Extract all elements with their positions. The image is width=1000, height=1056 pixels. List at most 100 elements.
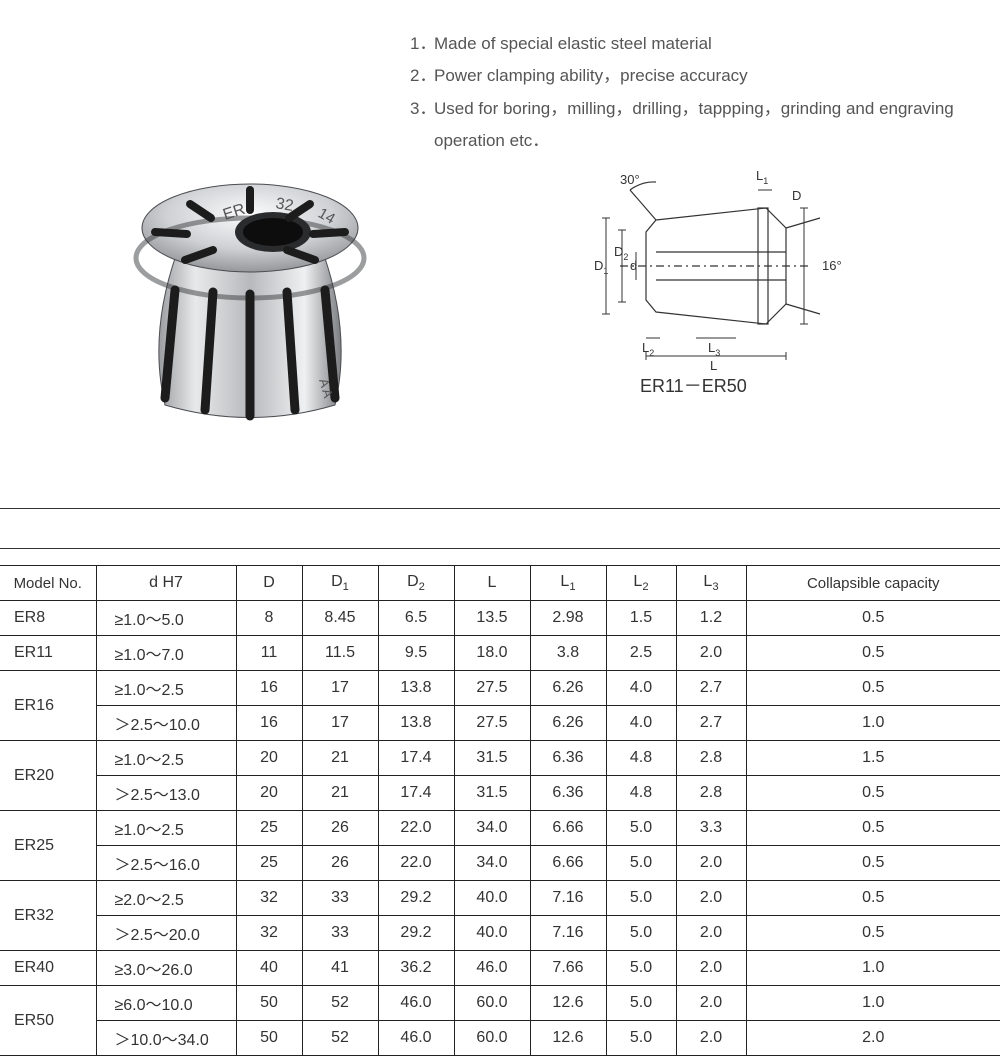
feature-text: Power clamping ability，precise accuracy [434,60,970,92]
feature-number: 2． [410,60,434,92]
data-cell: 2.8 [676,741,746,776]
data-cell: 36.2 [378,951,454,986]
data-cell: 25 [236,846,302,881]
data-cell: 5.0 [606,881,676,916]
data-cell: 6.66 [530,811,606,846]
dim-angle30: 30° [620,172,640,187]
data-cell: 2.0 [746,1021,1000,1056]
feature-row: 2． Power clamping ability，precise accura… [410,60,970,92]
data-cell: 5.0 [606,811,676,846]
data-cell: 2.7 [676,706,746,741]
dim-d2: D2 [614,244,628,262]
table-row: ER25≥1.0～2.5252622.034.06.665.03.30.5 [0,811,1000,846]
table-header-cell: Collapsible capacity [746,566,1000,601]
data-cell: 2.7 [676,671,746,706]
data-cell: 9.5 [378,636,454,671]
data-cell: 16 [236,706,302,741]
divider-top [0,508,1000,509]
table-row: ＞2.5～16.0252622.034.06.665.02.00.5 [0,846,1000,881]
spec-table: Model No.d H7DD1D2LL1L2L3Collapsible cap… [0,565,1000,1056]
collet-product-image: ER 32 14 A A [95,160,405,430]
data-cell: 7.66 [530,951,606,986]
table-header-cell: D [236,566,302,601]
data-cell: 4.0 [606,706,676,741]
dim-l: L [710,358,717,370]
dim-l1: L1 [756,168,768,186]
data-cell: 25 [236,811,302,846]
data-cell: 46.0 [378,1021,454,1056]
data-cell: ＞2.5～20.0 [96,916,236,951]
data-cell: 0.5 [746,636,1000,671]
data-cell: 13.8 [378,671,454,706]
model-cell: ER25 [0,811,96,881]
data-cell: 29.2 [378,881,454,916]
data-cell: 29.2 [378,916,454,951]
data-cell: 0.5 [746,846,1000,881]
data-cell: 40 [236,951,302,986]
table-header-cell: d H7 [96,566,236,601]
data-cell: 3.8 [530,636,606,671]
table-header-cell: Model No. [0,566,96,601]
data-cell: 2.0 [676,916,746,951]
table-header-cell: D1 [302,566,378,601]
data-cell: 46.0 [378,986,454,1021]
data-cell: 34.0 [454,811,530,846]
data-cell: 17 [302,671,378,706]
data-cell: 26 [302,811,378,846]
data-cell: 1.0 [746,951,1000,986]
data-cell: 6.66 [530,846,606,881]
data-cell: 2.0 [676,636,746,671]
data-cell: 6.36 [530,776,606,811]
data-cell: ≥1.0～2.5 [96,741,236,776]
data-cell: 4.0 [606,671,676,706]
data-cell: 40.0 [454,916,530,951]
model-cell: ER40 [0,951,96,986]
data-cell: 31.5 [454,776,530,811]
table-row: ER32≥2.0～2.5323329.240.07.165.02.00.5 [0,881,1000,916]
data-cell: 17.4 [378,776,454,811]
data-cell: 2.0 [676,846,746,881]
data-cell: 27.5 [454,671,530,706]
data-cell: 6.5 [378,601,454,636]
table-row: ER8≥1.0～5.088.456.513.52.981.51.20.5 [0,601,1000,636]
data-cell: 22.0 [378,811,454,846]
feature-row: 3． Used for boring，milling，drilling，tapp… [410,93,970,158]
data-cell: 21 [302,741,378,776]
table-row: ER20≥1.0～2.5202117.431.56.364.82.81.5 [0,741,1000,776]
model-cell: ER16 [0,671,96,741]
data-cell: 60.0 [454,1021,530,1056]
data-cell: ≥3.0～26.0 [96,951,236,986]
collet-mark-32: 32 [274,195,295,215]
data-cell: 4.8 [606,741,676,776]
data-cell: ≥1.0～7.0 [96,636,236,671]
data-cell: 18.0 [454,636,530,671]
model-cell: ER8 [0,601,96,636]
dim-angle16: 16° [822,258,842,273]
table-row: ER11≥1.0～7.01111.59.518.03.82.52.00.5 [0,636,1000,671]
data-cell: 40.0 [454,881,530,916]
data-cell: 50 [236,1021,302,1056]
data-cell: 52 [302,986,378,1021]
data-cell: 1.2 [676,601,746,636]
data-cell: 32 [236,881,302,916]
data-cell: 2.0 [676,951,746,986]
model-cell: ER50 [0,986,96,1056]
data-cell: ＞2.5～16.0 [96,846,236,881]
feature-text: Used for boring，milling，drilling，tapppin… [434,93,970,158]
data-cell: 4.8 [606,776,676,811]
data-cell: 8.45 [302,601,378,636]
data-cell: 13.8 [378,706,454,741]
page-root: 1． Made of special elastic steel materia… [0,0,1000,1000]
data-cell: 8 [236,601,302,636]
data-cell: 31.5 [454,741,530,776]
data-cell: 7.16 [530,881,606,916]
feature-number: 1． [410,28,434,60]
data-cell: 0.5 [746,811,1000,846]
divider-bottom [0,548,1000,549]
feature-text: Made of special elastic steel material [434,28,970,60]
data-cell: 17.4 [378,741,454,776]
data-cell: 20 [236,741,302,776]
data-cell: 32 [236,916,302,951]
data-cell: 21 [302,776,378,811]
data-cell: 41 [302,951,378,986]
